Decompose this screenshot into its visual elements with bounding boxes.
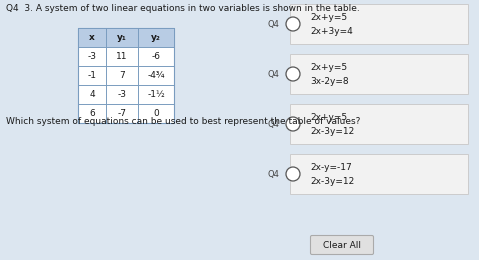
- Text: Q4  3. A system of two linear equations in two variables is shown in the table.: Q4 3. A system of two linear equations i…: [6, 4, 360, 13]
- Text: 2x-3y=12: 2x-3y=12: [310, 127, 354, 135]
- Text: y₂: y₂: [151, 33, 161, 42]
- FancyBboxPatch shape: [290, 54, 468, 94]
- Text: 2x+3y=4: 2x+3y=4: [310, 27, 353, 36]
- Circle shape: [286, 167, 300, 181]
- Circle shape: [286, 67, 300, 81]
- Text: Q4: Q4: [268, 69, 280, 79]
- FancyBboxPatch shape: [290, 154, 468, 194]
- FancyBboxPatch shape: [78, 28, 174, 123]
- Circle shape: [286, 17, 300, 31]
- Circle shape: [286, 117, 300, 131]
- Text: 2x+y=5: 2x+y=5: [310, 12, 347, 22]
- Text: 2x-3y=12: 2x-3y=12: [310, 177, 354, 185]
- FancyBboxPatch shape: [290, 104, 468, 144]
- FancyBboxPatch shape: [78, 28, 174, 47]
- Text: Q4: Q4: [268, 170, 280, 179]
- Text: -7: -7: [117, 109, 126, 118]
- Text: y₁: y₁: [117, 33, 127, 42]
- Text: Q4: Q4: [268, 20, 280, 29]
- Text: 7: 7: [119, 71, 125, 80]
- Text: x: x: [89, 33, 95, 42]
- Text: -6: -6: [151, 52, 160, 61]
- Text: 2x-y=-17: 2x-y=-17: [310, 162, 352, 172]
- Text: 3x-2y=8: 3x-2y=8: [310, 76, 349, 86]
- Text: 0: 0: [153, 109, 159, 118]
- FancyBboxPatch shape: [290, 4, 468, 44]
- Text: -4¾: -4¾: [147, 71, 165, 80]
- Text: -3: -3: [88, 52, 96, 61]
- Text: 11: 11: [116, 52, 128, 61]
- Text: 4: 4: [89, 90, 95, 99]
- Text: Q4: Q4: [268, 120, 280, 128]
- Text: -3: -3: [117, 90, 126, 99]
- Text: 2x+y=5: 2x+y=5: [310, 62, 347, 72]
- Text: Which system of equations can be used to best represent the table of values?: Which system of equations can be used to…: [6, 117, 360, 126]
- Text: -1½: -1½: [147, 90, 165, 99]
- Text: Clear All: Clear All: [323, 240, 361, 250]
- Text: -1: -1: [88, 71, 96, 80]
- Text: 2x+y=5: 2x+y=5: [310, 113, 347, 121]
- FancyBboxPatch shape: [310, 236, 374, 255]
- Text: 6: 6: [89, 109, 95, 118]
